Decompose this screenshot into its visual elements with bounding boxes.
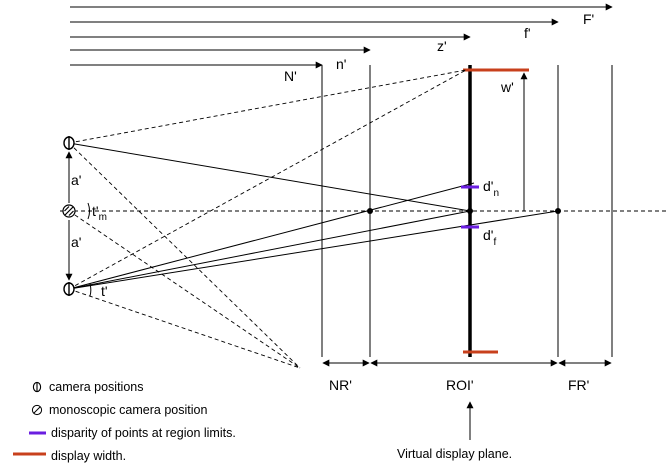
legend-item-mono: monoscopic camera position xyxy=(49,403,207,417)
point-far xyxy=(555,208,561,214)
label-w: w' xyxy=(500,79,514,95)
legend-item-display-width: display width. xyxy=(51,449,126,463)
camera-rays xyxy=(68,142,559,290)
label-tm: t'm xyxy=(92,203,107,223)
camera-position-icon xyxy=(63,282,75,296)
angle-arc-tm xyxy=(87,202,90,220)
label-f: f' xyxy=(524,25,531,41)
camera-position-icon xyxy=(63,136,75,150)
frustum-lines xyxy=(68,69,467,369)
point-center xyxy=(467,208,473,214)
disparity-marks xyxy=(461,185,479,229)
label-roi: ROI' xyxy=(446,377,474,393)
monoscopic-camera-icon xyxy=(31,404,43,416)
label-n: n' xyxy=(336,56,346,72)
label-F: F' xyxy=(583,11,594,27)
camera-position-icon xyxy=(32,381,42,393)
legend: camera positions monoscopic camera posit… xyxy=(13,380,236,463)
label-N: N' xyxy=(284,68,297,84)
label-df: d'f xyxy=(483,227,496,248)
virtual-display-plane-note: Virtual display plane. xyxy=(397,447,512,461)
intersection-points xyxy=(367,208,561,214)
label-nr: NR' xyxy=(329,377,352,393)
legend-item-camera: camera positions xyxy=(49,380,144,394)
label-a-upper: a' xyxy=(71,172,81,188)
distance-arrows xyxy=(70,3,613,69)
point-near xyxy=(367,208,373,214)
label-dn: d'n xyxy=(483,178,499,199)
legend-item-disparity: disparity of points at region limits. xyxy=(51,426,236,440)
monoscopic-camera-icon xyxy=(62,204,76,218)
label-fr: FR' xyxy=(568,377,589,393)
label-t: t' xyxy=(101,283,108,299)
label-a-lower: a' xyxy=(71,234,81,250)
angle-arc-t xyxy=(89,283,92,297)
label-z: z' xyxy=(437,38,447,54)
display-width-bars xyxy=(463,68,529,354)
